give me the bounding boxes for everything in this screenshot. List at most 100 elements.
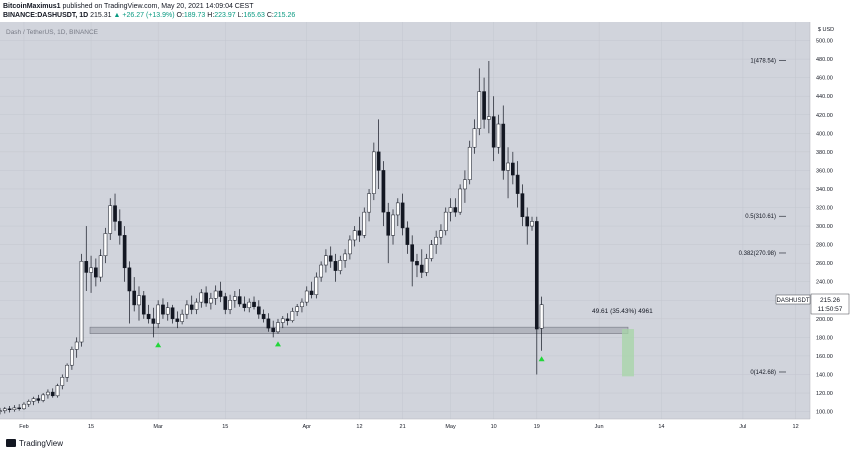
candle-body [434,236,438,245]
open-label: O: [176,12,184,19]
candle-body [185,304,189,315]
candle-body [405,227,410,245]
price-tick-label: 140.00 [816,372,833,378]
candle-body [7,408,12,410]
high-value: 223.97 [214,12,236,19]
candle-body [108,205,113,234]
chart-header: BitcoinMaximus1 published on TradingView… [0,0,850,22]
candle-body [367,193,371,213]
author-name[interactable]: BitcoinMaximus1 [3,3,61,10]
candle-body [381,170,386,213]
candle-body [161,304,165,315]
support-zone [89,326,629,334]
currency-label[interactable]: $ USD [818,27,834,33]
candle-body [319,264,323,278]
candle-body [534,221,539,330]
price-tick-label: 320.00 [816,206,833,212]
candle-body [333,261,338,271]
time-tick-label: 21 [400,424,406,430]
candle-body [132,290,137,306]
price-tick-label: 500.00 [816,39,833,45]
candle-body [70,349,74,366]
candle-body [324,255,328,266]
fib-level-label: 0.5(310.61) [745,214,776,220]
candle-body [419,264,424,273]
symbol-label: BINANCE:DASHUSDT, 1D [3,12,89,19]
time-tick-label: 10 [491,424,497,430]
candle-body [463,179,467,190]
candle-body [22,403,26,410]
low-label: L: [237,12,244,19]
candle-body [60,377,65,386]
markers-layer [155,341,545,362]
pane-title: Dash / TetherUS, 1D, BINANCE [6,29,99,36]
close-label: C: [266,12,274,19]
candle-body [352,230,357,241]
time-tick-label: 14 [658,424,664,430]
time-tick-label: 12 [356,424,362,430]
candle-body [362,211,367,236]
plot-background[interactable] [0,22,810,419]
candle-body [415,261,419,266]
candle-body [391,214,395,236]
price-tick-label: 180.00 [816,335,833,341]
tradingview-logo[interactable]: TradingView [6,439,63,448]
candle-body [113,205,117,222]
up-arrow-marker [538,356,545,362]
candle-body [103,233,108,256]
candle-body [31,398,36,402]
candle-body [357,230,362,236]
candle-body [487,116,491,120]
candle-body [458,188,462,213]
tradingview-logo-text: TradingView [19,439,64,448]
candle-body [439,230,443,238]
price-tick-label: 380.00 [816,150,833,156]
time-axis-background[interactable] [0,419,850,436]
candle-body [295,306,299,312]
candle-body [117,221,122,236]
time-tick-label: Feb [19,424,28,430]
price-tag-box [810,293,850,315]
candle-body [55,385,60,397]
candle-body [530,221,534,227]
candle-body [74,341,79,350]
symbol-tag-box [775,294,811,305]
candle-body [266,318,271,329]
high-label: H: [207,12,215,19]
candle-body [2,408,7,411]
candle-body [429,244,434,259]
time-tick-label: 15 [222,424,228,430]
time-tick-label: May [445,424,456,430]
candle-body [36,398,41,401]
price-tick-label: 400.00 [816,131,833,137]
candle-body [256,306,261,315]
symbol-tag-name: DASHUSDT [776,298,809,304]
up-arrow-marker [274,341,281,347]
time-tick-label: Jul [739,424,746,430]
candle-body [472,128,477,148]
price-tick-label: 260.00 [816,261,833,267]
tradingview-logo-icon [6,439,16,447]
time-tick-label: Apr [302,424,311,430]
candle-body [372,151,376,194]
candle-body [84,261,89,273]
candle-body [525,216,530,227]
candle-body [290,311,295,321]
candle-body [170,307,175,320]
price-chart[interactable]: 49.61 (35.43%) 4961 1(478.54) 0.5(310.61)… [0,0,850,436]
candle-body [98,255,103,278]
candle-body [496,123,501,148]
candle-body [127,267,132,292]
candle-body [156,304,160,324]
candle-body [165,307,170,315]
candle-body [271,327,276,333]
candle-body [41,394,45,401]
time-axis-ticks: Feb 15 Mar 15 Apr 12 21 May 10 19 Jun 14 Jul 12 [19,424,798,430]
candle-body [122,235,127,269]
candle-body [443,211,448,231]
price-axis-background[interactable] [810,22,850,419]
price-tick-label: 460.00 [816,76,833,82]
grid-lines [0,22,810,419]
drawings-layer: 49.61 (35.43%) 4961 [89,308,653,377]
candle-body [515,174,520,194]
